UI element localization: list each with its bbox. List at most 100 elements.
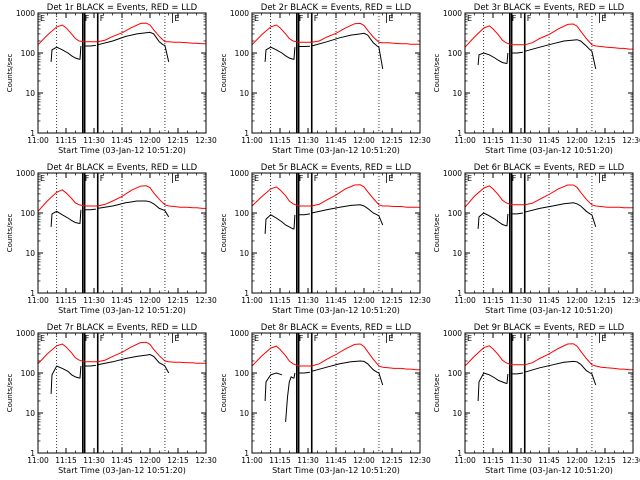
events-series-line (311, 32, 384, 69)
x-tick-label: 12:15 (381, 296, 403, 305)
events-series-line (50, 209, 82, 227)
y-tick-label: 1 (30, 289, 35, 298)
y-tick-label: 1 (244, 129, 249, 138)
x-tick-label: 12:30 (195, 296, 217, 305)
x-axis-title: Start Time (03-Jan-12 10:51:20) (485, 466, 613, 475)
marker-label: E (388, 174, 393, 183)
x-tick-label: 12:30 (409, 296, 431, 305)
marker-label: F (85, 334, 90, 343)
x-tick-label: 12:15 (167, 456, 189, 465)
x-tick-label: 11:15 (269, 136, 291, 145)
marker-label: E (174, 334, 179, 343)
x-tick-label: 11:30 (83, 456, 105, 465)
marker-label: E (467, 14, 472, 23)
marker-label: E (388, 334, 393, 343)
y-tick-label: 1000 (230, 9, 249, 18)
x-tick-label: 11:15 (269, 456, 291, 465)
y-axis-title: Counts/sec (6, 54, 14, 93)
marker-label: F (100, 334, 105, 343)
marker-label: E (254, 14, 259, 23)
events-series-line (285, 372, 296, 422)
marker-label: E (388, 14, 393, 23)
events-series-line (524, 39, 597, 70)
x-tick-label: 11:00 (454, 136, 476, 145)
x-tick-label: 12:00 (566, 296, 588, 305)
events-series-line (511, 51, 523, 54)
marker-label: E (40, 14, 45, 23)
marker-label: E (40, 334, 45, 343)
x-axis-title: Start Time (03-Jan-12 10:51:20) (485, 146, 613, 155)
marker-label: E (174, 174, 179, 183)
x-tick-label: 12:30 (195, 136, 217, 145)
x-tick-label: 11:15 (269, 296, 291, 305)
panel-title: Det 6r BLACK = Events, RED = LLD (474, 163, 625, 173)
x-tick-label: 11:15 (482, 456, 504, 465)
panel-title: Det 8r BLACK = Events, RED = LLD (261, 323, 412, 333)
y-tick-label: 1000 (230, 329, 249, 338)
marker-label: E (467, 334, 472, 343)
lld-series-line (464, 23, 633, 50)
marker-label: E (40, 174, 45, 183)
x-tick-label: 11:30 (510, 296, 532, 305)
marker-label: F (527, 174, 532, 183)
events-series-line (311, 360, 384, 386)
lld-series-line (37, 341, 206, 365)
x-tick-label: 12:00 (139, 296, 161, 305)
y-tick-label: 100 (21, 209, 36, 218)
y-tick-label: 100 (235, 369, 250, 378)
x-tick-label: 11:30 (510, 456, 532, 465)
events-series-line (97, 200, 170, 218)
y-axis-title: Counts/sec (220, 54, 228, 93)
lld-series-line (251, 343, 420, 371)
y-tick-label: 100 (448, 209, 463, 218)
x-tick-label: 11:45 (538, 136, 560, 145)
x-tick-label: 11:00 (27, 296, 49, 305)
y-axis-title: Counts/sec (6, 374, 14, 413)
x-tick-label: 11:15 (55, 136, 77, 145)
x-tick-label: 11:30 (297, 296, 319, 305)
x-tick-label: 12:30 (622, 296, 640, 305)
x-tick-label: 11:45 (111, 136, 133, 145)
x-tick-label: 11:00 (241, 456, 263, 465)
events-series-line (311, 204, 384, 226)
panel-title: Det 5r BLACK = Events, RED = LLD (261, 163, 412, 173)
x-tick-label: 11:00 (454, 456, 476, 465)
x-tick-label: 11:00 (454, 296, 476, 305)
marker-label: E (601, 334, 606, 343)
marker-label: F (100, 14, 105, 23)
x-tick-label: 12:30 (622, 456, 640, 465)
x-axis-title: Start Time (03-Jan-12 10:51:20) (272, 466, 400, 475)
x-tick-label: 11:00 (27, 136, 49, 145)
x-tick-label: 12:30 (409, 456, 431, 465)
x-tick-label: 12:00 (353, 456, 375, 465)
x-axis-title: Start Time (03-Jan-12 10:51:20) (58, 466, 186, 475)
y-tick-label: 10 (452, 249, 462, 258)
y-tick-label: 10 (25, 249, 35, 258)
events-series-line (511, 212, 523, 215)
y-tick-label: 10 (25, 409, 35, 418)
marker-label: E (467, 174, 472, 183)
events-series-line (511, 372, 523, 375)
lld-series-line (251, 184, 420, 208)
y-tick-label: 100 (21, 49, 36, 58)
marker-label: F (299, 334, 304, 343)
marker-label: E (601, 14, 606, 23)
x-tick-label: 12:15 (381, 136, 403, 145)
marker-label: F (527, 334, 532, 343)
events-series-line (477, 372, 509, 402)
marker-label: E (254, 174, 259, 183)
y-tick-label: 1 (30, 129, 35, 138)
y-tick-label: 100 (21, 369, 36, 378)
events-series-line (524, 202, 597, 228)
y-tick-label: 10 (239, 409, 249, 418)
events-series-line (50, 365, 82, 394)
x-axis-title: Start Time (03-Jan-12 10:51:20) (272, 146, 400, 155)
x-tick-label: 12:00 (139, 136, 161, 145)
